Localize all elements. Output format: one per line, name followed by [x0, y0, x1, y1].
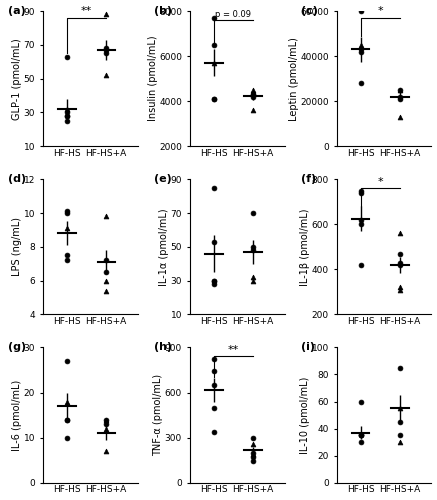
- Text: (b): (b): [155, 6, 173, 16]
- Text: (g): (g): [7, 342, 26, 352]
- Text: (c): (c): [302, 6, 318, 16]
- Text: **: **: [81, 6, 92, 16]
- Y-axis label: IL-10 (pmol/mL): IL-10 (pmol/mL): [300, 376, 310, 454]
- Y-axis label: GLP-1 (pmol/mL): GLP-1 (pmol/mL): [12, 38, 22, 119]
- Text: (e): (e): [155, 174, 172, 184]
- Text: (i): (i): [302, 342, 316, 352]
- Text: *: *: [378, 6, 383, 16]
- Text: (d): (d): [7, 174, 26, 184]
- Text: (f): (f): [302, 174, 317, 184]
- Text: p = 0.09: p = 0.09: [215, 10, 252, 18]
- Y-axis label: IL-1β (pmol/mL): IL-1β (pmol/mL): [300, 208, 310, 286]
- Y-axis label: TNF-α (pmol/mL): TNF-α (pmol/mL): [153, 374, 163, 456]
- Text: **: **: [228, 345, 239, 355]
- Text: (a): (a): [7, 6, 25, 16]
- Y-axis label: IL-1α (pmol/mL): IL-1α (pmol/mL): [159, 208, 169, 286]
- Text: (h): (h): [155, 342, 173, 352]
- Y-axis label: Leptin (pmol/mL): Leptin (pmol/mL): [289, 36, 299, 120]
- Y-axis label: IL-6 (pmol/mL): IL-6 (pmol/mL): [12, 380, 22, 450]
- Y-axis label: Insulin (pmol/mL): Insulin (pmol/mL): [148, 36, 158, 121]
- Text: *: *: [378, 177, 383, 187]
- Y-axis label: LPS (ng/mL): LPS (ng/mL): [12, 218, 22, 276]
